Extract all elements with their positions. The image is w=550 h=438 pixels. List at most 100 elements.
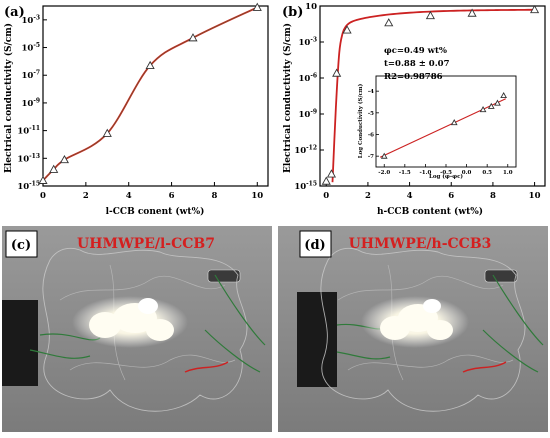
panel-b-y-tick-label: 10-9 [298, 109, 317, 121]
panel-b-x-tick-label: 4 [407, 191, 413, 201]
panel-c-label-box [5, 230, 38, 258]
panel-b-plot-frame [319, 5, 546, 187]
panel-a-y-tick-label: 10-9 [21, 97, 40, 109]
panel-c-label: (c) [11, 238, 31, 253]
panel-c-photo: (c) UHMWPE/l-CCB7 [2, 226, 272, 432]
panel-a-data-point [59, 154, 69, 164]
panel-b-data-point [384, 18, 394, 27]
panel-b-x-tick-label: 8 [490, 191, 496, 201]
panel-b-inset: -7 -6 -5 -4 -2.0 -1.5 -1.0 -0.5 0.0 0.5 1.0 Log (… [357, 75, 517, 180]
panel-b-label: (b) [282, 5, 303, 20]
inset-data-point [500, 91, 508, 99]
photo-d-red-lead [462, 361, 507, 373]
panel-a-data-point [145, 60, 155, 70]
panel-a-label: (a) [4, 5, 25, 20]
photo-c-red-lead [184, 361, 229, 373]
panel-b-x-tick-label: 6 [448, 191, 454, 201]
panel-c-title: UHMWPE/l-CCB7 [77, 236, 215, 252]
panel-a-chart: (a) 10-15 10-13 10-11 10-9 10-7 10-5 10-3 0 2 4 6… [3, 2, 269, 217]
inset-y-tick-label: -5 [368, 111, 374, 117]
inset-y-tick-label: -6 [368, 133, 374, 139]
photo-d-wire-outline [320, 247, 526, 412]
panel-b-chart: (b) 10-15 10-12 10-9 10-6 10-3 10 0 2 4 6 8 10 h-C… [282, 2, 546, 217]
panel-b-x-tick-label: 0 [323, 191, 329, 201]
panel-d-label: (d) [304, 238, 325, 253]
panel-b-y-tick-label: 10-3 [298, 37, 317, 49]
photo-c-wire-outline [42, 247, 248, 412]
panel-b-y-tick-label: 10-6 [298, 73, 317, 85]
inset-y-ticks: -7 -6 -5 -4 [368, 89, 379, 160]
inset-data-points [380, 91, 508, 159]
inset-annotation-r2: R2=0.98786 [384, 72, 443, 82]
panel-b-data-point [530, 4, 540, 14]
panel-a-plot-frame [42, 5, 269, 187]
inset-x-ticks: -2.0 -1.5 -1.0 -0.5 0.0 0.5 1.0 [378, 164, 513, 176]
panel-b-data-point [425, 10, 435, 20]
panel-b-y-tick-label: 10 [305, 2, 317, 12]
panel-a-fit-curve-overlay [42, 7, 258, 181]
panel-b-y-axis-title: Electrical conductivity (S/cm) [282, 23, 293, 173]
photo-d-battery [484, 269, 518, 283]
inset-y-tick-label: -4 [368, 89, 374, 95]
panel-a-y-tick-label: 10-7 [21, 70, 40, 82]
photo-c-power-box [2, 300, 38, 386]
panel-a-y-axis-title: Electrical conductivity (S/cm) [3, 23, 14, 173]
panel-b-y-tick-label: 10-12 [294, 145, 317, 157]
panel-b-x-ticks: 0 2 4 6 8 10 [323, 182, 541, 201]
panel-a-y-tick-label: 10-15 [17, 181, 40, 193]
panel-b-fit-curve [331, 8, 535, 183]
panel-a-data-point [252, 2, 262, 11]
inset-x-tick-label: -0.5 [440, 170, 452, 176]
photo-c-led-1 [89, 312, 121, 338]
panel-a-x-tick-label: 10 [251, 191, 263, 201]
panel-a-x-tick-label: 2 [83, 191, 89, 201]
panel-a-x-tick-label: 6 [169, 191, 175, 201]
inset-x-axis-title: Log (φ-φc) [429, 173, 463, 180]
panel-d-label-box [299, 230, 332, 258]
panel-a-y-tick-label: 10-3 [21, 14, 40, 26]
inset-annotation-t: t=0.88 ± 0.07 [384, 59, 450, 69]
inset-x-tick-label: -1.5 [399, 170, 411, 176]
panel-a-data-points [38, 2, 262, 184]
panel-b-x-tick-label: 2 [365, 191, 371, 201]
inset-data-point [380, 152, 388, 159]
photo-c-led-3 [146, 319, 174, 341]
panel-a-x-axis-title: l-CCB conent (wt%) [106, 206, 205, 217]
panel-a-x-ticks: 0 2 4 6 8 10 [40, 182, 263, 201]
inset-data-point [479, 106, 487, 113]
panel-b-data-point [467, 8, 477, 17]
panel-d-photo: (d) UHMWPE/h-CCB3 [278, 226, 548, 432]
photo-c-led-4 [138, 298, 158, 314]
panel-b-data-points [321, 4, 540, 185]
panel-b-data-point [332, 68, 342, 77]
inset-y-tick-label: -7 [368, 154, 374, 160]
photo-c-battery [207, 269, 241, 283]
inset-data-point [487, 102, 495, 109]
panel-b-data-point [326, 169, 337, 178]
panel-a-y-ticks: 10-15 10-13 10-11 10-9 10-7 10-5 10-3 [17, 14, 47, 192]
panel-d-title: UHMWPE/h-CCB3 [349, 236, 492, 252]
panel-b-y-ticks: 10-15 10-12 10-9 10-6 10-3 10 [294, 2, 324, 192]
panel-b-x-tick-label: 10 [529, 191, 541, 201]
panel-a-y-tick-label: 10-11 [17, 125, 40, 137]
inset-frame [375, 75, 517, 168]
inset-x-tick-label: 0.5 [482, 170, 492, 176]
inset-x-tick-label: 1.0 [503, 170, 513, 176]
inset-data-point [450, 119, 458, 126]
panel-a-x-tick-label: 0 [40, 191, 46, 201]
inset-x-tick-label: 0.0 [462, 170, 472, 176]
panel-a-y-tick-label: 10-13 [17, 153, 40, 165]
photo-d-power-box [297, 292, 337, 387]
panel-b-data-point [321, 176, 331, 185]
inset-x-tick-label: -2.0 [378, 170, 390, 176]
inset-fit-line [379, 98, 506, 158]
panel-a-y-tick-label: 10-5 [21, 42, 40, 54]
photo-d-led-3 [427, 320, 453, 340]
panel-a-data-point [102, 128, 112, 137]
panel-a-x-tick-label: 8 [211, 191, 217, 201]
photo-c-green-leads [29, 274, 266, 373]
panel-a-data-point [188, 33, 198, 42]
panel-a-x-tick-label: 4 [126, 191, 132, 201]
panel-a-data-point [49, 164, 59, 173]
inset-annotation-phic: φc=0.49 wt% [384, 46, 447, 56]
